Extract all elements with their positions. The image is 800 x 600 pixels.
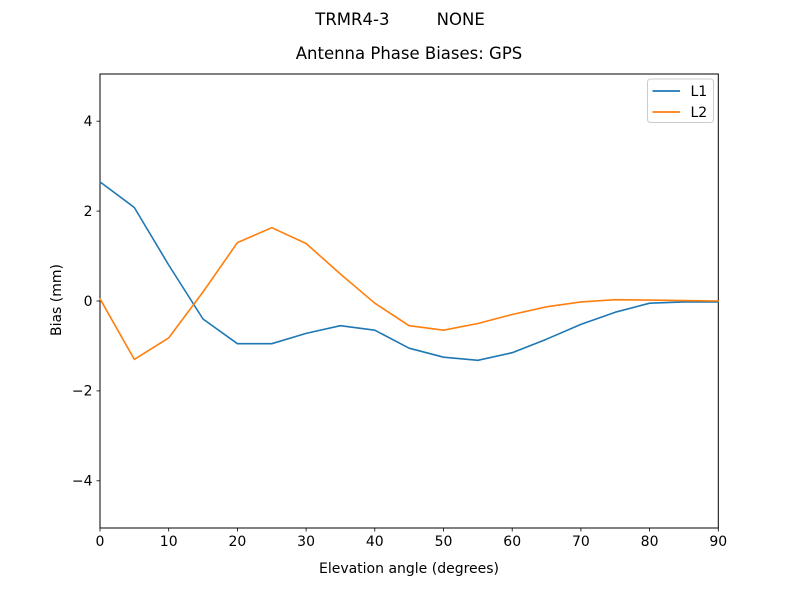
x-tick-label: 90	[709, 534, 727, 550]
y-axis-ticks: −4 −2 0 2 4	[72, 114, 100, 490]
y-tick-label: 4	[84, 114, 93, 130]
legend-label: L1	[691, 84, 708, 100]
x-tick-label: 70	[572, 534, 590, 550]
series-line-L2	[99, 226, 720, 361]
y-tick-label: 0	[84, 294, 93, 310]
y-tick-label: −2	[72, 384, 93, 400]
x-tick-label: 10	[160, 534, 178, 550]
y-tick-label: −4	[72, 474, 93, 490]
x-tick-label: 40	[366, 534, 384, 550]
axes-frame	[99, 73, 719, 529]
y-tick-label: 2	[84, 204, 93, 220]
axes-title: Antenna Phase Biases: GPS	[295, 44, 523, 63]
x-axis-label: Elevation angle (degrees)	[318, 561, 500, 577]
legend-label: L2	[691, 105, 708, 121]
x-tick-label: 0	[96, 534, 105, 550]
x-tick-label: 80	[641, 534, 659, 550]
x-tick-label: 20	[228, 534, 246, 550]
x-tick-label: 50	[435, 534, 453, 550]
series-line-L1	[99, 181, 720, 362]
x-tick-label: 60	[503, 534, 521, 550]
x-tick-label: 30	[297, 534, 315, 550]
figure-suptitle: TRMR4-3 NONE	[315, 10, 485, 29]
data-series-lines	[99, 181, 720, 362]
x-axis-ticks: 0 10 20 30 40 50 60 70 80 90	[96, 528, 727, 550]
